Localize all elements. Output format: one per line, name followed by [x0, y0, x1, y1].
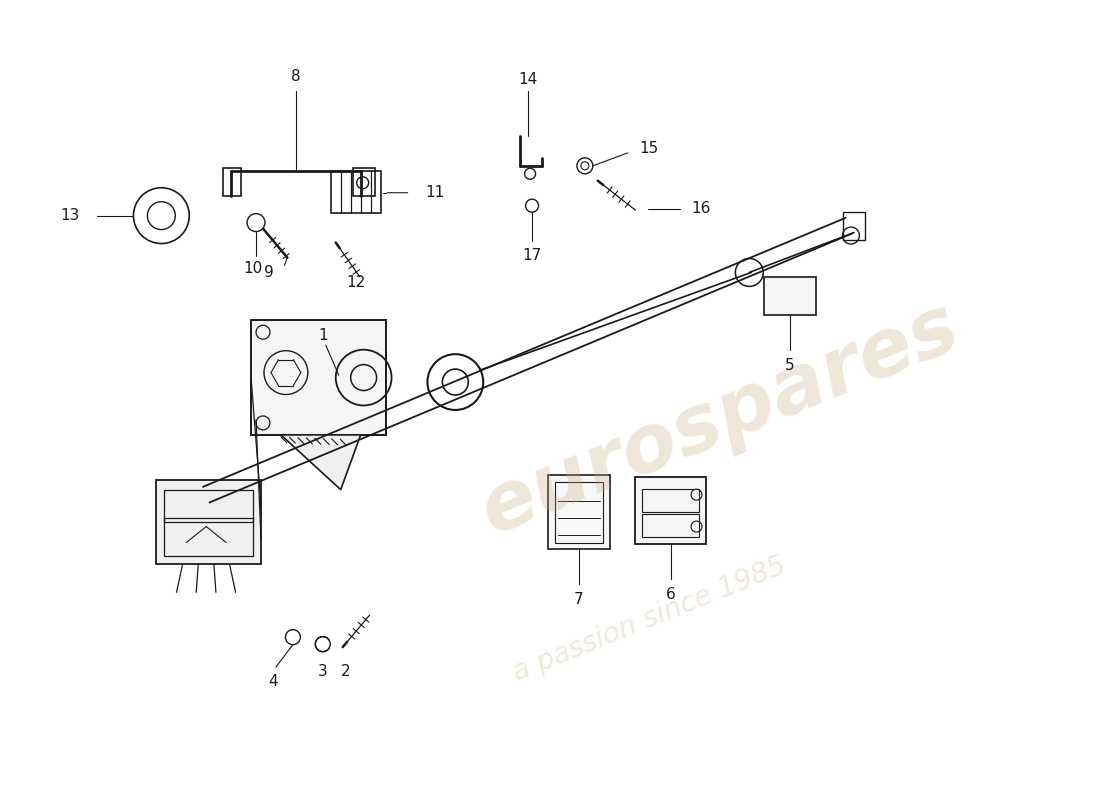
Text: 8: 8: [292, 69, 300, 84]
Text: 17: 17: [522, 248, 541, 263]
Bar: [641, 514, 700, 537]
Bar: [331, 170, 381, 213]
Text: 13: 13: [60, 208, 79, 223]
Text: 15: 15: [640, 142, 659, 156]
Text: 11: 11: [426, 186, 444, 200]
Text: 12: 12: [346, 275, 365, 290]
Bar: [843, 212, 865, 239]
Text: 3: 3: [318, 663, 328, 678]
Bar: [164, 490, 253, 522]
Bar: [164, 518, 253, 557]
Text: 6: 6: [666, 587, 675, 602]
Text: 14: 14: [518, 72, 538, 86]
Text: 7: 7: [574, 592, 584, 607]
Text: eurospares: eurospares: [469, 289, 970, 551]
Text: 4: 4: [268, 674, 278, 689]
Text: a passion since 1985: a passion since 1985: [509, 551, 791, 687]
Bar: [548, 474, 609, 550]
Bar: [223, 168, 241, 196]
Bar: [635, 477, 706, 545]
Text: 9: 9: [264, 265, 274, 280]
Text: 2: 2: [341, 663, 351, 678]
Bar: [156, 480, 261, 565]
Text: 10: 10: [243, 261, 263, 276]
Bar: [641, 489, 700, 512]
Text: 5: 5: [785, 358, 795, 373]
Bar: [353, 168, 375, 196]
Bar: [764, 278, 816, 315]
Text: 1: 1: [318, 328, 328, 342]
Bar: [251, 320, 386, 435]
Bar: [556, 482, 603, 542]
Text: 16: 16: [692, 201, 711, 216]
Polygon shape: [280, 435, 361, 490]
